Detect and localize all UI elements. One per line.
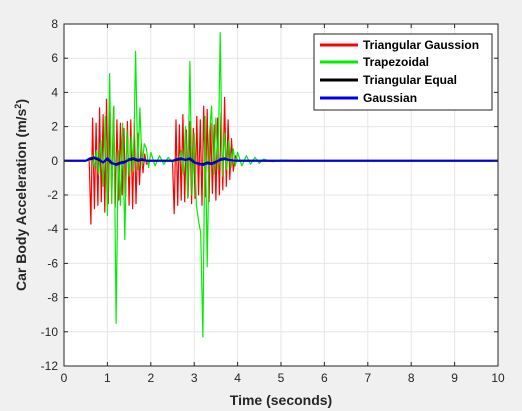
- x-tick-label: 5: [278, 371, 285, 385]
- series-line-gaussian: [64, 156, 498, 167]
- x-tick-label: 8: [408, 371, 415, 385]
- y-tick-label: 4: [51, 85, 58, 99]
- x-tick-label: 4: [234, 371, 241, 385]
- y-tick-label: -4: [47, 222, 58, 236]
- y-tick-label: 8: [51, 17, 58, 31]
- y-tick-label: -10: [41, 325, 59, 339]
- legend-label-trapezoidal: Trapezoidal: [363, 55, 429, 69]
- x-tick-label: 9: [451, 371, 458, 385]
- x-tick-label: 3: [191, 371, 198, 385]
- y-tick-label: -2: [47, 188, 58, 202]
- legend: Triangular Gaussion Trapezoidal Triangul…: [313, 33, 493, 111]
- y-axis-title: Car Body Acceleration (m/s2): [13, 99, 29, 291]
- legend-label-gaussian: Gaussian: [363, 91, 417, 105]
- y-tick-label: -12: [41, 359, 59, 373]
- x-tick-label: 6: [321, 371, 328, 385]
- x-tick-label: 7: [364, 371, 371, 385]
- x-tick-label: 0: [61, 371, 68, 385]
- y-tick-label: 0: [51, 154, 58, 168]
- series-line-trapezoidal: [89, 31, 498, 338]
- x-tick-label: 2: [147, 371, 154, 385]
- y-tick-label: -8: [47, 291, 58, 305]
- x-axis-title: Time (seconds): [230, 392, 332, 408]
- series-layer: [64, 31, 498, 338]
- y-axis-title-main: Car Body Acceleration (m/s: [13, 108, 29, 291]
- y-tick-label: 2: [51, 120, 58, 134]
- x-tick-label: 10: [491, 371, 505, 385]
- y-axis-title-tail: ): [13, 99, 29, 104]
- y-axis-title-sup: 2: [13, 104, 23, 109]
- legend-label-triangular-gaussion: Triangular Gaussion: [363, 38, 479, 52]
- axis-ticks: 0 1 2 3 4 5 6 7 8 9 10 -12 -10 -8 -6 -4 -2 0 2 4 6 8: [41, 17, 505, 385]
- x-tick-label: 1: [104, 371, 111, 385]
- legend-label-triangular-equal: Triangular Equal: [363, 73, 457, 87]
- y-tick-label: 6: [51, 51, 58, 65]
- y-tick-label: -6: [47, 256, 58, 270]
